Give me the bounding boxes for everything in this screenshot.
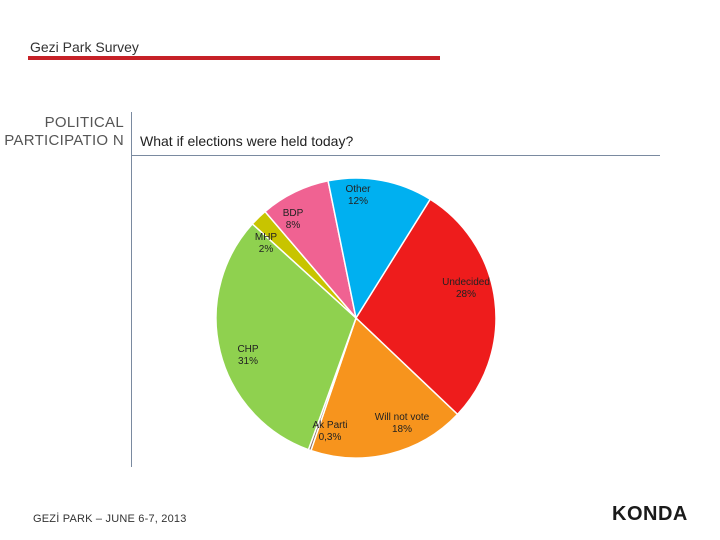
pie-slice-other [327,177,432,320]
pie-slice-chp [215,222,357,451]
question-text: What if elections were held today? [140,133,354,149]
section-label: POLITICAL PARTICIPATIO N [4,114,124,149]
slice-label-will-not-vote: Will not vote [375,412,430,423]
slice-value-bdp: 8% [286,220,301,231]
slice-value-ak-parti: 0,3% [319,432,342,443]
slice-label-ak-parti: Ak Parti [312,420,347,431]
slice-label-mhp: MHP [255,232,278,243]
footer-text: GEZİ PARK – JUNE 6-7, 2013 [33,513,187,525]
slice-value-chp: 31% [238,356,258,367]
slice-value-will-not-vote: 18% [392,424,412,435]
horizontal-divider [131,155,660,156]
pie-slice-will-not-vote [310,316,459,459]
header-title: Gezi Park Survey [30,39,139,55]
slice-value-undecided: 28% [456,289,476,300]
slice-label-other: Other [345,184,371,195]
slice-value-mhp: 2% [259,244,274,255]
logo-text: KONDA [612,503,688,525]
konda-logo: KONDA [612,503,696,531]
slice-label-bdp: BDP [283,208,304,219]
vertical-divider [131,112,132,467]
pie-slice-undecided [355,198,497,416]
header-divider [28,56,440,60]
slice-label-chp: CHP [237,344,258,355]
slice-value-other: 12% [348,196,368,207]
slice-label-undecided: Undecided [442,277,490,288]
